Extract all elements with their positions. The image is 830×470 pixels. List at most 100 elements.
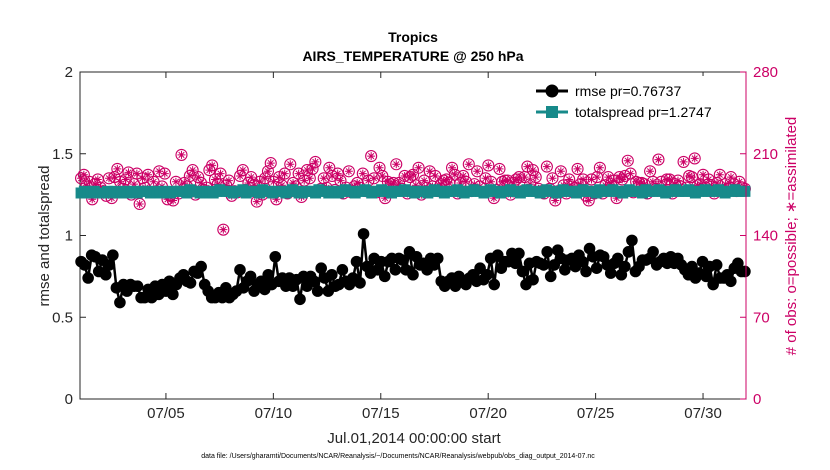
obs-assimilated-marker [509, 178, 518, 187]
rmse-point [269, 250, 282, 263]
obs-assimilated-marker [180, 178, 189, 187]
obs-assimilated-marker [135, 199, 144, 208]
obs-assimilated-marker [194, 173, 203, 182]
obs-assimilated-marker [584, 196, 593, 205]
rmse-point [481, 268, 493, 281]
obs-count-point [365, 150, 378, 163]
y-axis-label-right: # of obs: o=possible; ∗=assimilated [783, 117, 800, 356]
obs-assimilated-marker [369, 174, 378, 183]
x-tick-label: 07/15 [362, 405, 400, 422]
error-layer [75, 184, 751, 309]
rmse-point [513, 247, 525, 260]
obs-assimilated-marker [375, 163, 384, 172]
obs-assimilated-marker [395, 178, 404, 187]
obs-assimilated-marker [484, 161, 493, 170]
obs-count-point [77, 168, 90, 181]
rmse-point [612, 252, 624, 265]
obs-count-point [429, 169, 442, 182]
obs-count-point [158, 167, 171, 180]
x-tick-label: 07/30 [684, 405, 722, 422]
obs-count-point [214, 167, 227, 180]
rmse-point [541, 246, 553, 258]
obs-possible-marker [158, 167, 171, 180]
obs-assimilated-marker [704, 175, 713, 184]
chart-title: Tropics [388, 29, 438, 45]
obs-possible-marker [685, 171, 698, 184]
obs-assimilated-marker [124, 168, 133, 177]
rmse-point [131, 280, 144, 292]
x-tick-label: 07/20 [469, 405, 507, 422]
obs-assimilated-marker [263, 167, 272, 176]
obs-count-point [563, 173, 576, 186]
obs-assimilated-marker [445, 178, 454, 187]
obs-assimilated-marker [144, 170, 153, 179]
rmse-point [336, 264, 349, 276]
obs-possible-marker [526, 164, 539, 177]
obs-assimilated-marker [216, 169, 225, 178]
obs-count-point [133, 197, 146, 211]
obs-assimilated-marker [378, 171, 387, 180]
legend: rmse pr=0.76737 totalspread pr=1.2747 [528, 76, 738, 125]
obs-assimilated-marker [459, 171, 468, 180]
obs-assimilated-marker [461, 177, 470, 186]
obs-assimilated-marker [130, 180, 139, 189]
obs-assimilated-marker [579, 175, 588, 184]
y-axis-label-left: rmse and totalspread [36, 166, 53, 307]
obs-assimilated-marker [252, 197, 261, 206]
obs-count-point [448, 168, 461, 181]
obs-assimilated-marker [149, 177, 158, 186]
obs-assimilated-marker [685, 171, 694, 180]
obs-count-point [688, 152, 701, 165]
obs-assimilated-marker [640, 180, 649, 189]
obs-assimilated-marker [713, 178, 722, 187]
obs-count-point [493, 162, 506, 175]
obs-count-point [342, 165, 355, 178]
obs-assimilated-marker [409, 170, 417, 179]
obs-assimilated-marker [344, 167, 353, 176]
obs-possible-marker [593, 161, 606, 174]
obs-possible-marker [331, 167, 344, 180]
obs-assimilated-marker [612, 194, 621, 203]
obs-count-point [446, 161, 459, 174]
y-tick-label-right: 280 [753, 64, 778, 81]
obs-assimilated-marker [236, 171, 245, 180]
obs-assimilated-marker [618, 175, 627, 184]
rmse-point [195, 260, 207, 273]
rmse-point [350, 255, 363, 268]
obs-assimilated-marker [358, 169, 367, 178]
y-tick-label-left: 1.5 [52, 146, 73, 163]
y-tick-label-left: 2 [65, 64, 73, 81]
rmse-point [244, 270, 257, 283]
obs-assimilated-marker [637, 178, 646, 187]
obs-assimilated-marker [160, 169, 169, 178]
obs-assimilated-marker [286, 160, 295, 169]
obs-count-point [309, 155, 322, 168]
obs-assimilated-marker [305, 174, 314, 183]
rmse-point [516, 265, 529, 278]
obs-count-point [471, 165, 484, 178]
obs-assimilated-marker [132, 169, 141, 178]
rmse-point [311, 285, 324, 297]
obs-count-point [624, 167, 637, 180]
obs-possible-marker [563, 173, 576, 186]
rmse-point [725, 275, 737, 288]
legend-box [528, 76, 738, 125]
rmse-point [626, 234, 638, 247]
rmse-point [537, 259, 550, 271]
obs-assimilated-marker [551, 196, 560, 205]
obs-count-point [141, 168, 155, 181]
obs-possible-marker [448, 168, 461, 181]
obs-assimilated-marker [548, 174, 557, 183]
obs-assimilated-marker [319, 174, 328, 183]
obs-assimilated-marker [266, 159, 275, 168]
obs-assimilated-marker [420, 176, 429, 185]
obs-count-point [412, 161, 425, 174]
obs-assimilated-marker [735, 177, 744, 186]
obs-assimilated-marker [272, 195, 281, 204]
obs-assimilated-marker [520, 173, 529, 182]
obs-assimilated-marker [448, 163, 457, 172]
obs-assimilated-marker [208, 161, 217, 170]
obs-assimilated-marker [325, 163, 334, 172]
rmse-point [354, 277, 366, 289]
